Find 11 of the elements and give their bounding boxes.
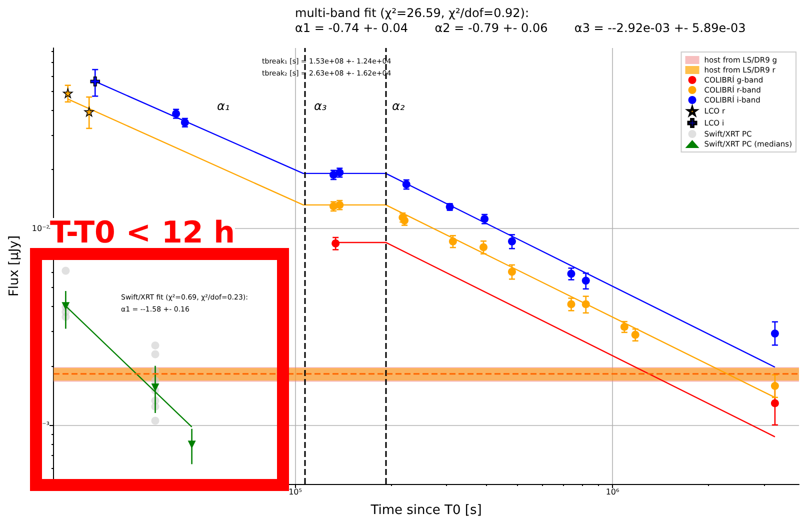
annotation: α₃ <box>314 99 327 113</box>
chart-subtitle: α1 = -0.74 +- 0.04 α2 = -0.79 +- 0.06 α3 = --2.92e-03 +- 5.89e-03 <box>295 21 746 35</box>
x-tick-label: 10⁶ <box>606 488 620 496</box>
annotation: α₂ <box>392 99 405 113</box>
chart-title: multi-band fit (χ²=26.59, χ²/dof=0.92): <box>295 6 530 20</box>
annotation: α₁ <box>217 99 230 113</box>
x-axis-title: Time since T0 [s] <box>370 503 482 518</box>
annotation: T-T0 < 12 h <box>50 216 236 250</box>
y-axis-title: Flux [μJy] <box>7 235 22 297</box>
x-tick-label: 10⁵ <box>288 488 302 496</box>
y-tick-label: 10⁻² <box>32 224 50 234</box>
